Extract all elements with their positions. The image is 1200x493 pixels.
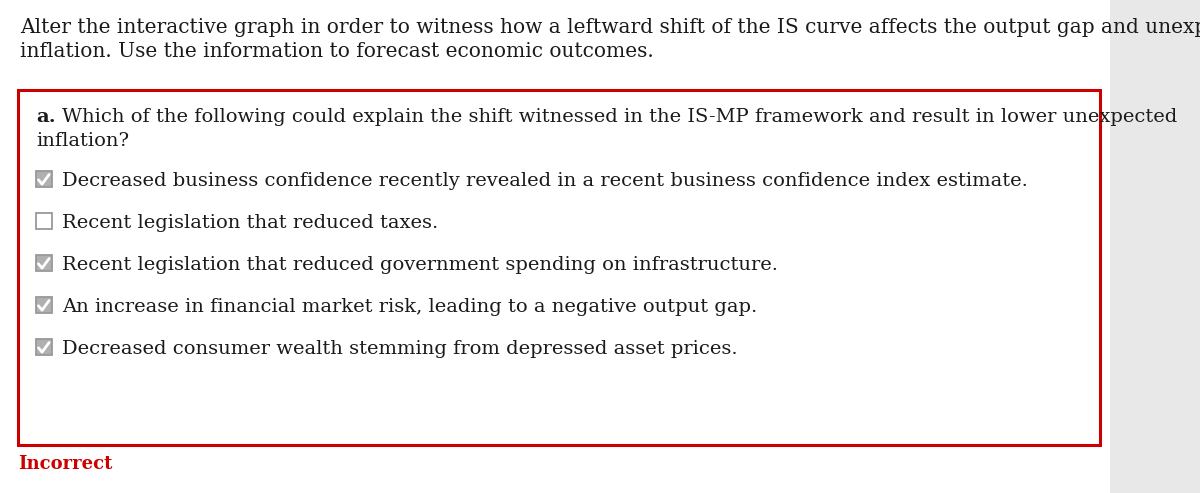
Text: Decreased business confidence recently revealed in a recent business confidence : Decreased business confidence recently r… bbox=[62, 172, 1028, 190]
Text: inflation. Use the information to forecast economic outcomes.: inflation. Use the information to foreca… bbox=[20, 42, 654, 61]
Text: inflation?: inflation? bbox=[36, 132, 130, 150]
Bar bbox=[36, 213, 52, 229]
Text: An increase in financial market risk, leading to a negative output gap.: An increase in financial market risk, le… bbox=[62, 298, 757, 316]
Text: Decreased consumer wealth stemming from depressed asset prices.: Decreased consumer wealth stemming from … bbox=[62, 340, 738, 358]
Bar bbox=[18, 90, 1100, 445]
Bar bbox=[36, 339, 52, 355]
Bar bbox=[1110, 0, 1200, 493]
Bar bbox=[36, 171, 52, 187]
Text: Recent legislation that reduced government spending on infrastructure.: Recent legislation that reduced governme… bbox=[62, 256, 778, 274]
Text: Alter the interactive graph in order to witness how a leftward shift of the IS c: Alter the interactive graph in order to … bbox=[20, 18, 1200, 37]
Text: a.: a. bbox=[36, 108, 55, 126]
Bar bbox=[36, 297, 52, 313]
Bar bbox=[36, 255, 52, 271]
Text: Recent legislation that reduced taxes.: Recent legislation that reduced taxes. bbox=[62, 214, 438, 232]
Text: Which of the following could explain the shift witnessed in the IS-MP framework : Which of the following could explain the… bbox=[62, 108, 1177, 126]
Text: Incorrect: Incorrect bbox=[18, 455, 113, 473]
